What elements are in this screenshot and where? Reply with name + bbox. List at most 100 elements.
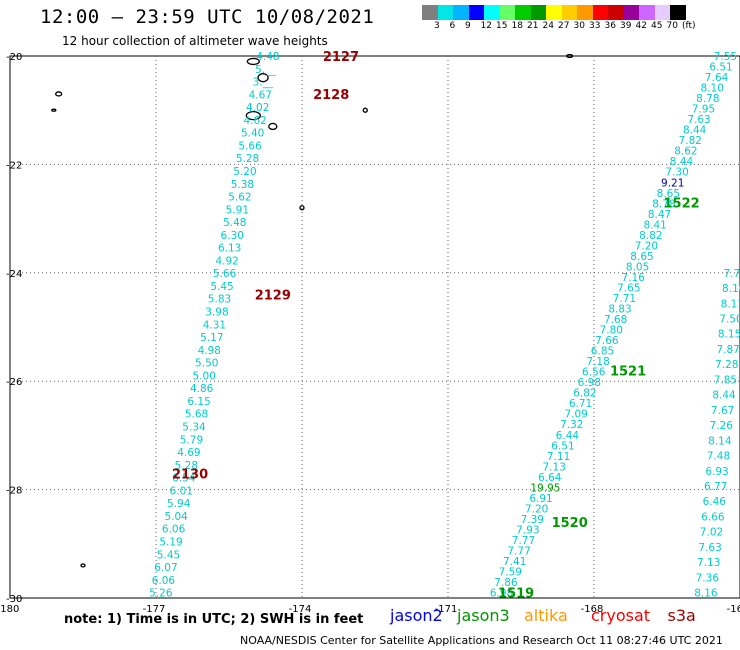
- swh-value-label: 6.93: [705, 466, 728, 478]
- swh-value-label: 8.41: [643, 219, 666, 231]
- swh-value-label: 6.06: [152, 575, 176, 587]
- swh-value-label: 6.85: [591, 346, 614, 358]
- swh-value-label: 7.85: [714, 374, 737, 386]
- island-outline: [51, 108, 57, 112]
- swh-value-label: 7.80: [600, 325, 623, 337]
- colorbar-swatch: [561, 5, 577, 20]
- swh-value-label: 3.__: [253, 77, 274, 89]
- swh-value-label: 5.91: [226, 204, 249, 216]
- swh-value-label: 3.98: [205, 307, 228, 319]
- swh-value-label: 4.98: [198, 345, 221, 357]
- swh-value-label: 8.15: [718, 329, 740, 341]
- swh-value-label: 6.15: [187, 396, 210, 408]
- swh-value-label: 5.68: [185, 409, 208, 421]
- swh-value-label: 8.47: [648, 209, 671, 221]
- swh-value-label: 7.87: [716, 344, 739, 356]
- colorbar-label: 24: [542, 21, 554, 31]
- island-outline: [299, 205, 305, 211]
- colorbar-label: 15: [496, 21, 508, 31]
- swh-value-label: 5.62: [228, 192, 251, 204]
- swh-value-label: 6.44: [556, 430, 580, 442]
- swh-value-label: 6.91: [529, 493, 552, 505]
- swh-value-label: 4.92: [215, 255, 238, 267]
- island-outline: [246, 57, 260, 66]
- swh-value-label: 5.04: [164, 511, 188, 523]
- y-tick-label: -30: [6, 594, 22, 605]
- y-tick-label: -20: [6, 52, 22, 63]
- swh-value-label: 4.48: [256, 51, 279, 63]
- satellite-legend-item: jason3: [457, 606, 510, 625]
- colorbar-swatch: [484, 5, 500, 20]
- x-tick-label: -171: [435, 604, 458, 615]
- orbit-number-label: 1519: [498, 587, 534, 602]
- swh-value-label: 5.28: [236, 153, 259, 165]
- colorbar-swatch: [422, 5, 438, 20]
- swh-value-label: 7.65: [617, 282, 640, 294]
- x-tick-label: -165: [727, 604, 740, 615]
- swh-value-label: 8.10: [701, 83, 724, 95]
- swh-value-label: 6.98: [490, 588, 513, 600]
- swh-value-label: 8.16: [722, 283, 740, 295]
- colorbar-label: 39: [620, 21, 632, 31]
- colorbar-label: 9: [465, 21, 471, 31]
- swh-value-label: 5.45: [157, 549, 180, 561]
- swh-value-label: 7.63: [698, 542, 721, 554]
- y-tick-label: -26: [6, 377, 22, 388]
- x-tick-label: -174: [289, 604, 312, 615]
- swh-value-label: 7.63: [687, 114, 710, 126]
- swh-value-label: 8.62: [674, 146, 697, 158]
- footnote: note: 1) Time is in UTC; 2) SWH is in fe…: [64, 612, 364, 627]
- orbit-number-label: 2127: [323, 50, 359, 65]
- swh-value-label: 19.95: [530, 482, 560, 494]
- island-outline: [55, 91, 63, 97]
- swh-value-label: 7.86: [494, 577, 518, 589]
- x-tick-label: -180: [0, 604, 19, 615]
- island-outline: [257, 73, 269, 83]
- orbit-number-label: 2130: [172, 467, 208, 482]
- colorbar-swatch: [592, 5, 608, 20]
- swh-value-label: 6.77: [704, 481, 727, 493]
- swh-value-label: 7.64: [705, 72, 729, 84]
- colorbar-swatch: [515, 5, 531, 20]
- swh-value-label: 5.19: [159, 536, 182, 548]
- swh-value-label: 6.54: [172, 473, 196, 485]
- swh-value-label: 7.77: [512, 535, 535, 547]
- swh-value-label: 7.72: [723, 268, 740, 280]
- swh-value-label: 6.98: [578, 377, 601, 389]
- island-outline: [566, 53, 574, 59]
- swh-value-label: 7.59: [499, 567, 522, 579]
- satellite-legend-item: jason2: [390, 606, 443, 625]
- swh-value-label: 7.67: [711, 405, 734, 417]
- colorbar-swatch: [437, 5, 453, 20]
- swh-value-label: 8.44: [670, 156, 694, 168]
- swh-value-label: 7.82: [679, 135, 702, 147]
- swh-value-label: 6.13: [218, 243, 241, 255]
- swh-value-label: 5.66: [213, 268, 237, 280]
- swh-value-label: 7.36: [696, 572, 720, 584]
- swh-value-label: 7.16: [622, 272, 646, 284]
- swh-value-label: 5.28: [175, 460, 198, 472]
- swh-value-label: 8.82: [639, 230, 662, 242]
- y-tick-label: -22: [6, 160, 22, 171]
- island-outline: [362, 107, 368, 113]
- swh-value-label: 6.64: [538, 472, 562, 484]
- orbit-number-label: 2128: [313, 88, 349, 103]
- wave-height-colorbar: [422, 5, 686, 20]
- swh-value-label: 8.14: [708, 435, 732, 447]
- swh-value-label: 7.41: [503, 556, 526, 568]
- orbit-number-label: 1522: [664, 196, 700, 211]
- swh-value-label: 8.16: [694, 588, 718, 600]
- swh-value-label: 7.13: [543, 461, 566, 473]
- swh-value-label: 6.66: [701, 511, 725, 523]
- swh-value-label: 5.45: [210, 281, 233, 293]
- swh-value-label: 7.30: [665, 167, 688, 179]
- swh-value-label: 5.66: [238, 140, 262, 152]
- swh-value-label: 5.34: [182, 421, 206, 433]
- island-outline: [80, 563, 86, 568]
- orbit-number-label: 1520: [552, 516, 588, 531]
- colorbar-label: 45: [651, 21, 663, 31]
- colorbar-label: 21: [527, 21, 539, 31]
- colorbar-swatch: [577, 5, 593, 20]
- swh-value-label: 7.09: [564, 409, 587, 421]
